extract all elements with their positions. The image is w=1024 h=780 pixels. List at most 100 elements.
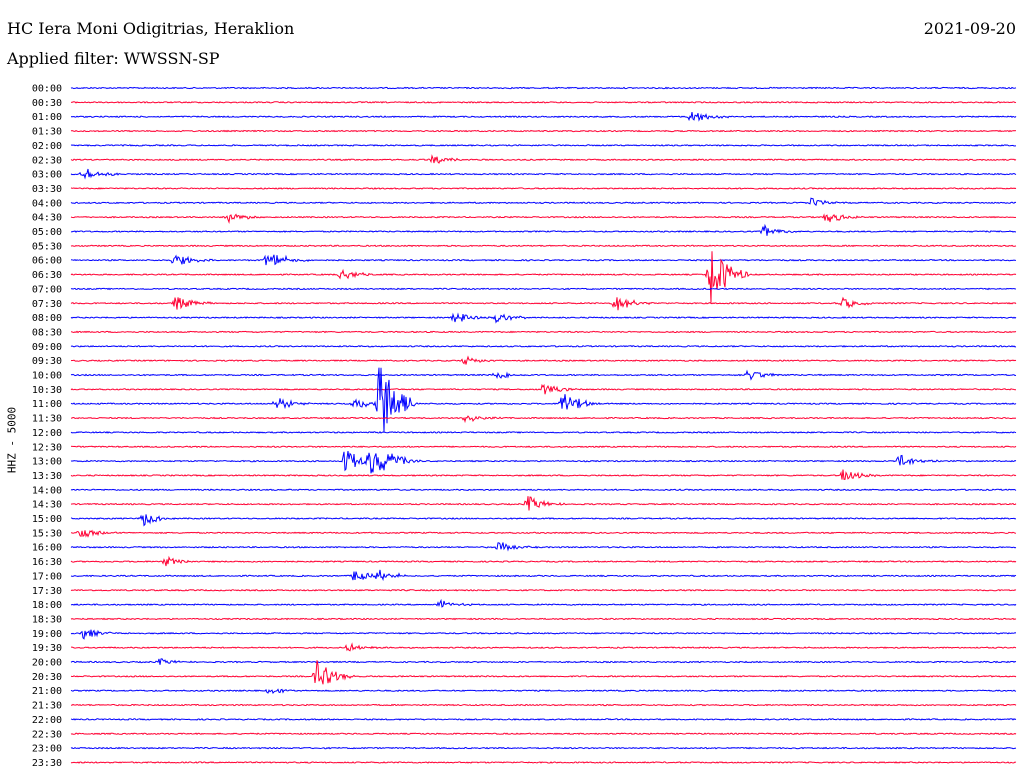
row-time-label: 13:00 — [32, 457, 62, 468]
row-time-label: 10:30 — [32, 385, 62, 396]
trace-row-1700 — [70, 569, 1017, 582]
trace-row-0630 — [70, 251, 1017, 303]
trace-row-0100 — [70, 112, 1017, 122]
trace-row-1930 — [71, 642, 1017, 652]
row-time-label: 11:30 — [32, 414, 62, 425]
trace-row-1500 — [70, 514, 1017, 527]
row-time-label: 16:00 — [32, 543, 62, 554]
row-time-label: 19:30 — [32, 643, 62, 654]
trace-row-1830 — [70, 617, 1017, 621]
row-time-label: 00:30 — [32, 98, 62, 109]
row-time-label: 22:00 — [32, 715, 62, 726]
row-time-label: 16:30 — [32, 557, 62, 568]
station-title: HC Iera Moni Odigitrias, Heraklion — [7, 19, 295, 38]
trace-row-1030 — [70, 383, 1016, 395]
row-time-label: 19:00 — [32, 629, 62, 640]
trace-row-0300 — [70, 168, 1017, 180]
trace-row-0730 — [70, 296, 1017, 311]
trace-row-1430 — [70, 496, 1017, 511]
row-time-label: 20:30 — [32, 672, 62, 683]
row-time-label: 01:00 — [32, 112, 62, 123]
row-time-label: 07:30 — [32, 299, 62, 310]
row-time-label: 21:30 — [32, 701, 62, 712]
row-time-label: 08:00 — [32, 313, 62, 324]
trace-row-0600 — [70, 254, 1017, 266]
row-time-label: 04:30 — [32, 213, 62, 224]
row-time-label: 17:30 — [32, 586, 62, 597]
trace-row-0000 — [70, 86, 1017, 90]
row-time-label: 09:30 — [32, 356, 62, 367]
trace-row-1230 — [70, 445, 1017, 449]
trace-row-0030 — [70, 101, 1017, 104]
trace-row-1630 — [70, 555, 1017, 567]
row-time-label: 04:00 — [32, 198, 62, 209]
row-time-label: 17:00 — [32, 571, 62, 582]
trace-row-1400 — [70, 488, 1017, 492]
trace-row-0130 — [70, 129, 1017, 133]
date-label: 2021-09-20 — [923, 19, 1016, 38]
trace-row-1900 — [70, 629, 1017, 640]
row-time-label: 03:00 — [32, 170, 62, 181]
trace-row-2100 — [70, 688, 1017, 694]
trace-row-0500 — [70, 223, 1016, 236]
trace-row-0700 — [70, 287, 1017, 291]
trace-row-0900 — [70, 344, 1017, 348]
row-time-label: 12:30 — [32, 442, 62, 453]
row-time-label: 15:30 — [32, 528, 62, 539]
trace-row-1600 — [70, 542, 1017, 552]
row-time-label: 12:00 — [32, 428, 62, 439]
row-time-label: 06:00 — [32, 256, 62, 267]
row-time-label: 05:30 — [32, 241, 62, 252]
trace-row-0530 — [70, 244, 1017, 248]
trace-row-2230 — [70, 732, 1017, 736]
row-time-label: 21:00 — [32, 686, 62, 697]
row-time-label: 14:30 — [32, 500, 62, 511]
row-time-label: 11:00 — [32, 399, 62, 410]
trace-row-2000 — [70, 658, 1017, 665]
trace-row-2300 — [70, 746, 1017, 750]
row-time-label: 13:30 — [32, 471, 62, 482]
trace-row-1130 — [71, 415, 1017, 424]
trace-row-0200 — [70, 144, 1016, 147]
trace-row-0430 — [70, 213, 1017, 224]
trace-row-2030 — [70, 660, 1017, 685]
trace-row-0230 — [70, 154, 1017, 164]
trace-row-0800 — [70, 312, 1017, 324]
row-time-label: 01:30 — [32, 127, 62, 138]
trace-row-2130 — [70, 703, 1017, 707]
filter-label: Applied filter: WWSSN-SP — [7, 49, 220, 68]
row-time-label: 02:30 — [32, 155, 62, 166]
row-time-label: 20:00 — [32, 658, 62, 669]
trace-row-0400 — [70, 197, 1017, 206]
row-time-label: 14:00 — [32, 485, 62, 496]
row-time-label: 07:00 — [32, 284, 62, 295]
trace-row-1530 — [70, 529, 1017, 538]
trace-row-1330 — [70, 469, 1017, 480]
row-time-label: 22:30 — [32, 729, 62, 740]
trace-row-1200 — [70, 431, 1017, 434]
trace-row-0930 — [70, 355, 1017, 365]
row-time-label: 08:30 — [32, 327, 62, 338]
row-time-label: 03:30 — [32, 184, 62, 195]
row-time-label: 18:30 — [32, 614, 62, 625]
trace-row-1300 — [70, 451, 1017, 474]
row-time-label: 06:30 — [32, 270, 62, 281]
row-time-label: 05:00 — [32, 227, 62, 238]
trace-row-2200 — [70, 718, 1017, 721]
row-time-label: 09:00 — [32, 342, 62, 353]
row-time-label: 15:00 — [32, 514, 62, 525]
row-time-label: 18:00 — [32, 600, 62, 611]
trace-row-2330 — [70, 761, 1017, 764]
trace-row-1800 — [70, 598, 1017, 608]
trace-row-1000 — [70, 369, 1017, 381]
trace-row-1100 — [70, 367, 1017, 433]
row-time-label: 00:00 — [32, 84, 62, 95]
row-time-label: 10:00 — [32, 371, 62, 382]
row-time-label: 23:00 — [32, 744, 62, 755]
row-time-label: 02:00 — [32, 141, 62, 152]
row-time-label: 23:30 — [32, 758, 62, 769]
trace-row-0330 — [70, 187, 1017, 190]
trace-row-1730 — [70, 588, 1017, 592]
trace-row-0830 — [70, 330, 1017, 334]
